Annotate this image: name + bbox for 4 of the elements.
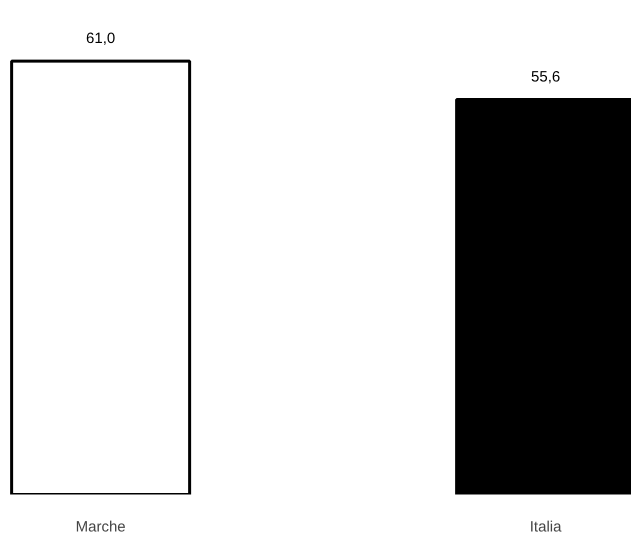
data-label: 55,6 bbox=[531, 68, 560, 86]
data-label: 61,0 bbox=[86, 30, 116, 48]
x-tick-label: Italia bbox=[530, 518, 562, 536]
x-tick-label: Marche bbox=[76, 518, 126, 536]
